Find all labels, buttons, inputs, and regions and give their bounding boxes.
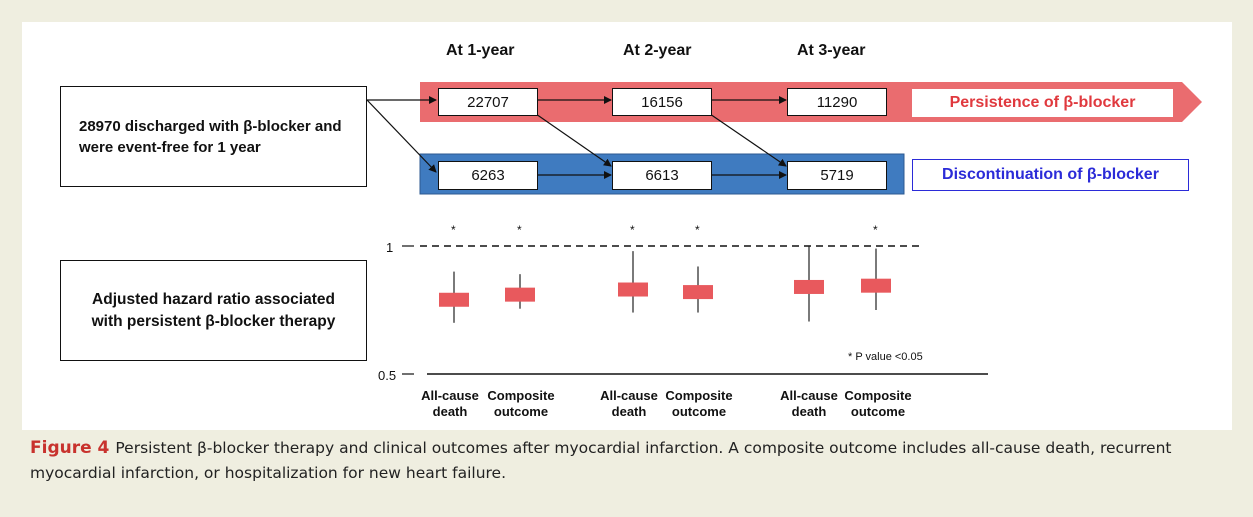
year-header-2: At 2-year [623, 42, 692, 59]
hazard-ratio-box: Adjusted hazard ratio associated with pe… [60, 260, 367, 361]
figure-panel: At 1-year At 2-year At 3-year 28970 disc… [22, 22, 1232, 430]
discontinuation-count-year3: 5719 [787, 161, 887, 190]
cohort-source-box: 28970 discharged with β-blocker and were… [60, 86, 367, 187]
discontinuation-count-year1: 6263 [438, 161, 538, 190]
significance-star: * [873, 223, 878, 237]
estimate-box [505, 287, 535, 302]
estimate-box [683, 285, 713, 300]
persistence-count-year1: 22707 [438, 88, 538, 116]
category-label-1: All-cause death [421, 388, 479, 419]
estimate-box [861, 278, 891, 293]
y-tick-label-1: 1 [386, 240, 393, 255]
discontinuation-label: Discontinuation of β-blocker [912, 159, 1189, 191]
figure-label: Figure 4 [30, 438, 110, 458]
persistence-count-year3: 11290 [787, 88, 887, 116]
year-header-1: At 1-year [446, 42, 515, 59]
category-label-5: All-cause death [780, 388, 838, 419]
category-label-4: Composite outcome [665, 388, 733, 419]
category-label-2: Composite outcome [487, 388, 555, 419]
persistence-label: Persistence of β-blocker [912, 89, 1173, 117]
forest-plot: 1 0.5 * * * * * * P value <0.05 [378, 223, 988, 383]
estimate-box [794, 279, 824, 294]
y-tick-label-0.5: 0.5 [378, 368, 396, 383]
figure-caption: Figure 4 Persistent β-blocker therapy and… [30, 436, 1230, 486]
persistence-count-year2: 16156 [612, 88, 712, 116]
category-label-3: All-cause death [600, 388, 658, 419]
significance-star: * [517, 223, 522, 237]
p-value-footnote: * P value <0.05 [848, 351, 923, 363]
estimate-box [439, 292, 469, 307]
estimate-box [618, 282, 648, 297]
discontinuation-count-year2: 6613 [612, 161, 712, 190]
year-header-3: At 3-year [797, 42, 866, 59]
significance-star: * [451, 223, 456, 237]
caption-text: Persistent β-blocker therapy and clinica… [30, 439, 1172, 482]
category-label-6: Composite outcome [844, 388, 912, 419]
significance-star: * [630, 223, 635, 237]
significance-star: * [695, 223, 700, 237]
